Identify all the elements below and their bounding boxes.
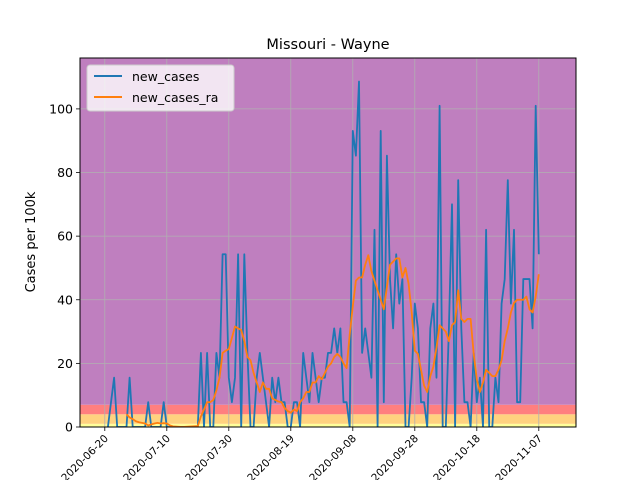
series-lines bbox=[107, 80, 540, 427]
legend-label-new-cases: new_cases bbox=[132, 69, 199, 84]
series-line-new-cases bbox=[107, 80, 540, 427]
y-tick-label: 40 bbox=[57, 292, 73, 307]
legend-label-new-cases-ra: new_cases_ra bbox=[132, 90, 218, 105]
y-tick-label: 100 bbox=[49, 101, 73, 116]
risk-band-1 bbox=[80, 414, 576, 424]
legend: new_cases new_cases_ra bbox=[86, 64, 235, 112]
risk-band-2 bbox=[80, 404, 576, 415]
legend-box bbox=[86, 64, 235, 112]
y-axis: 0 20 40 60 80 100 bbox=[49, 101, 80, 435]
y-tick-label: 0 bbox=[65, 420, 73, 435]
series-line-new-cases-ra bbox=[125, 254, 540, 427]
y-tick-label: 20 bbox=[57, 356, 73, 371]
grid-lines bbox=[80, 58, 576, 428]
y-tick-label: 60 bbox=[57, 229, 73, 244]
y-axis-label: Cases per 100k bbox=[24, 191, 39, 292]
plot-frame bbox=[79, 57, 577, 428]
chart-title: Missouri - Wayne bbox=[266, 37, 389, 53]
risk-bands bbox=[80, 58, 576, 427]
risk-band-3 bbox=[80, 58, 576, 405]
risk-band-0 bbox=[80, 423, 576, 427]
y-tick-label: 80 bbox=[57, 165, 73, 180]
